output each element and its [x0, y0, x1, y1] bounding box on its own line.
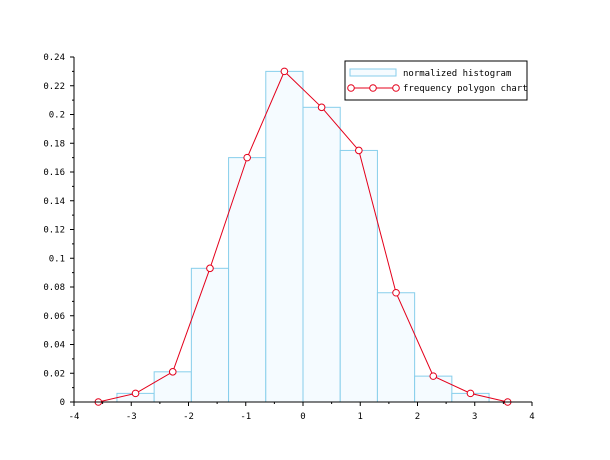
legend: normalized histogram frequency polygon c…: [344, 60, 528, 101]
y-tick-label: 0.08: [43, 283, 65, 293]
y-tick-label: 0.1: [49, 254, 65, 264]
polygon-point: [243, 153, 251, 162]
legend-polygon-marker: [369, 84, 377, 92]
polygon-point: [355, 146, 363, 155]
y-tick-label: 0.12: [43, 226, 65, 236]
y-tick-label: 0.02: [43, 369, 65, 379]
polygon-line: [98, 70, 508, 403]
polygon-point: [280, 67, 289, 76]
histogram-bar: [339, 149, 378, 403]
legend-polygon-marker: [392, 84, 400, 92]
x-tick-label: 3: [472, 412, 477, 422]
x-tick-label: 4: [529, 412, 534, 422]
y-tick-label: 0.2: [49, 111, 65, 121]
legend-histogram-swatch: [349, 68, 397, 77]
y-tick-label: 0: [60, 398, 65, 408]
histogram-bar: [153, 371, 192, 403]
histogram-bar: [302, 106, 341, 403]
legend-histogram-label: normalized histogram: [403, 69, 511, 79]
polygon-point: [317, 103, 326, 112]
x-tick-label: 1: [358, 412, 363, 422]
x-tick-label: -2: [183, 412, 194, 422]
x-tick-label: -4: [69, 412, 80, 422]
legend-box: [344, 60, 528, 101]
polygon-point: [168, 368, 177, 376]
histogram-bar: [228, 157, 267, 403]
histogram-bars: [116, 70, 490, 403]
y-tick-label: 0.16: [43, 168, 65, 178]
y-tick-label: 0.24: [43, 53, 65, 63]
x-tick-label: 0: [300, 412, 305, 422]
axes: -4 -3 -2 -1 0 1 2 3 4 0 0.02 0.04 0.06 0.08 0.1 0.12 0.1…: [43, 53, 534, 422]
y-tick-label: 0.18: [43, 139, 65, 149]
polygon-point: [131, 389, 140, 398]
polygon-point: [429, 372, 438, 380]
x-tick-label: -3: [126, 412, 137, 422]
y-tick-label: 0.04: [43, 341, 65, 351]
histogram-bar: [190, 267, 230, 403]
y-tick-label: 0.14: [43, 197, 65, 207]
x-tick-label: 2: [415, 412, 420, 422]
x-tick-label: -1: [240, 412, 251, 422]
y-tick-label: 0.06: [43, 312, 65, 322]
frequency-polygon: [94, 67, 512, 406]
histogram-bar: [376, 292, 416, 403]
legend-polygon-label: frequency polygon chart: [403, 84, 528, 94]
polygon-point: [392, 288, 400, 297]
polygon-point: [466, 389, 475, 398]
polygon-point: [206, 264, 214, 273]
histogram-bar: [414, 375, 453, 403]
y-tick-label: 0.22: [43, 82, 65, 92]
histogram-bar: [265, 70, 304, 403]
legend-polygon-marker: [347, 84, 355, 92]
